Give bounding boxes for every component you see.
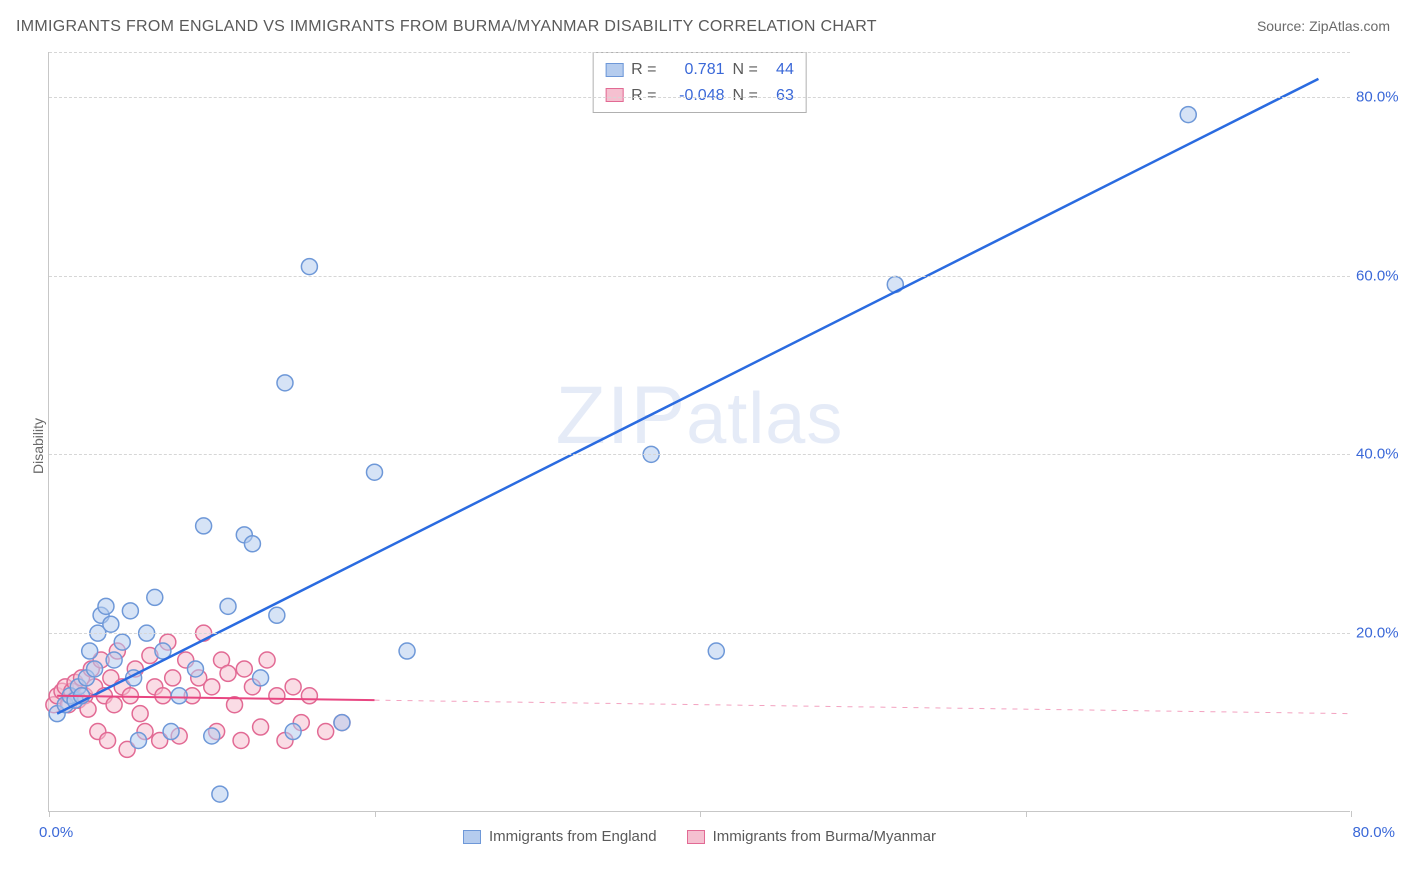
data-point — [301, 259, 317, 275]
x-tick-label: 0.0% — [39, 824, 73, 841]
r-value-burma: -0.048 — [665, 83, 725, 109]
plot-area: ZIPatlas R = 0.781 N = 44 R = -0.048 N =… — [48, 52, 1350, 812]
data-point — [103, 616, 119, 632]
y-tick-label: 60.0% — [1356, 267, 1404, 284]
data-point — [196, 518, 212, 534]
gridline — [49, 97, 1350, 98]
legend-swatch-burma — [605, 88, 623, 102]
data-point — [106, 697, 122, 713]
gridline — [49, 52, 1350, 53]
data-point — [1180, 107, 1196, 123]
data-point — [187, 661, 203, 677]
data-point — [204, 728, 220, 744]
legend-item-burma: Immigrants from Burma/Myanmar — [687, 828, 936, 845]
y-tick-label: 40.0% — [1356, 446, 1404, 463]
data-point — [253, 670, 269, 686]
data-point — [131, 732, 147, 748]
x-tick — [49, 811, 50, 817]
x-tick — [1351, 811, 1352, 817]
correlation-legend: R = 0.781 N = 44 R = -0.048 N = 63 — [592, 52, 807, 113]
y-tick-label: 20.0% — [1356, 625, 1404, 642]
data-point — [269, 607, 285, 623]
data-point — [122, 603, 138, 619]
data-point — [114, 634, 130, 650]
data-point — [244, 536, 260, 552]
y-tick-label: 80.0% — [1356, 88, 1404, 105]
legend-row: R = -0.048 N = 63 — [605, 83, 794, 109]
regression-line-dashed — [375, 700, 1352, 713]
data-point — [233, 732, 249, 748]
r-value-england: 0.781 — [665, 57, 725, 83]
data-point — [318, 724, 334, 740]
data-point — [171, 688, 187, 704]
series-legend: Immigrants from England Immigrants from … — [49, 828, 1350, 845]
gridline — [49, 633, 1350, 634]
data-point — [106, 652, 122, 668]
data-point — [82, 643, 98, 659]
data-point — [87, 661, 103, 677]
data-point — [204, 679, 220, 695]
data-point — [399, 643, 415, 659]
data-point — [301, 688, 317, 704]
data-point — [220, 665, 236, 681]
legend-swatch-icon — [687, 830, 705, 844]
data-point — [212, 786, 228, 802]
data-point — [165, 670, 181, 686]
data-point — [147, 589, 163, 605]
x-tick-label: 80.0% — [1352, 824, 1395, 841]
legend-label: Immigrants from Burma/Myanmar — [713, 828, 936, 845]
data-point — [236, 661, 252, 677]
regression-line — [57, 79, 1318, 714]
gridline — [49, 276, 1350, 277]
n-label: N = — [733, 83, 758, 109]
data-point — [163, 724, 179, 740]
data-point — [253, 719, 269, 735]
n-value-burma: 63 — [766, 83, 794, 109]
legend-row: R = 0.781 N = 44 — [605, 57, 794, 83]
legend-swatch-icon — [463, 830, 481, 844]
x-tick — [1026, 811, 1027, 817]
data-point — [100, 732, 116, 748]
legend-label: Immigrants from England — [489, 828, 657, 845]
data-point — [277, 375, 293, 391]
n-value-england: 44 — [766, 57, 794, 83]
legend-item-england: Immigrants from England — [463, 828, 657, 845]
data-point — [334, 715, 350, 731]
data-point — [269, 688, 285, 704]
chart-svg — [49, 52, 1350, 811]
data-point — [132, 706, 148, 722]
data-point — [285, 724, 301, 740]
r-label: R = — [631, 83, 656, 109]
data-point — [220, 598, 236, 614]
legend-swatch-england — [605, 63, 623, 77]
data-point — [155, 688, 171, 704]
x-tick — [700, 811, 701, 817]
chart-title: IMMIGRANTS FROM ENGLAND VS IMMIGRANTS FR… — [16, 18, 877, 36]
data-point — [285, 679, 301, 695]
data-point — [367, 464, 383, 480]
y-axis-label: Disability — [30, 418, 46, 474]
source-label: Source: ZipAtlas.com — [1257, 18, 1390, 34]
r-label: R = — [631, 57, 656, 83]
data-point — [259, 652, 275, 668]
x-tick — [375, 811, 376, 817]
gridline — [49, 454, 1350, 455]
data-point — [708, 643, 724, 659]
n-label: N = — [733, 57, 758, 83]
data-point — [98, 598, 114, 614]
